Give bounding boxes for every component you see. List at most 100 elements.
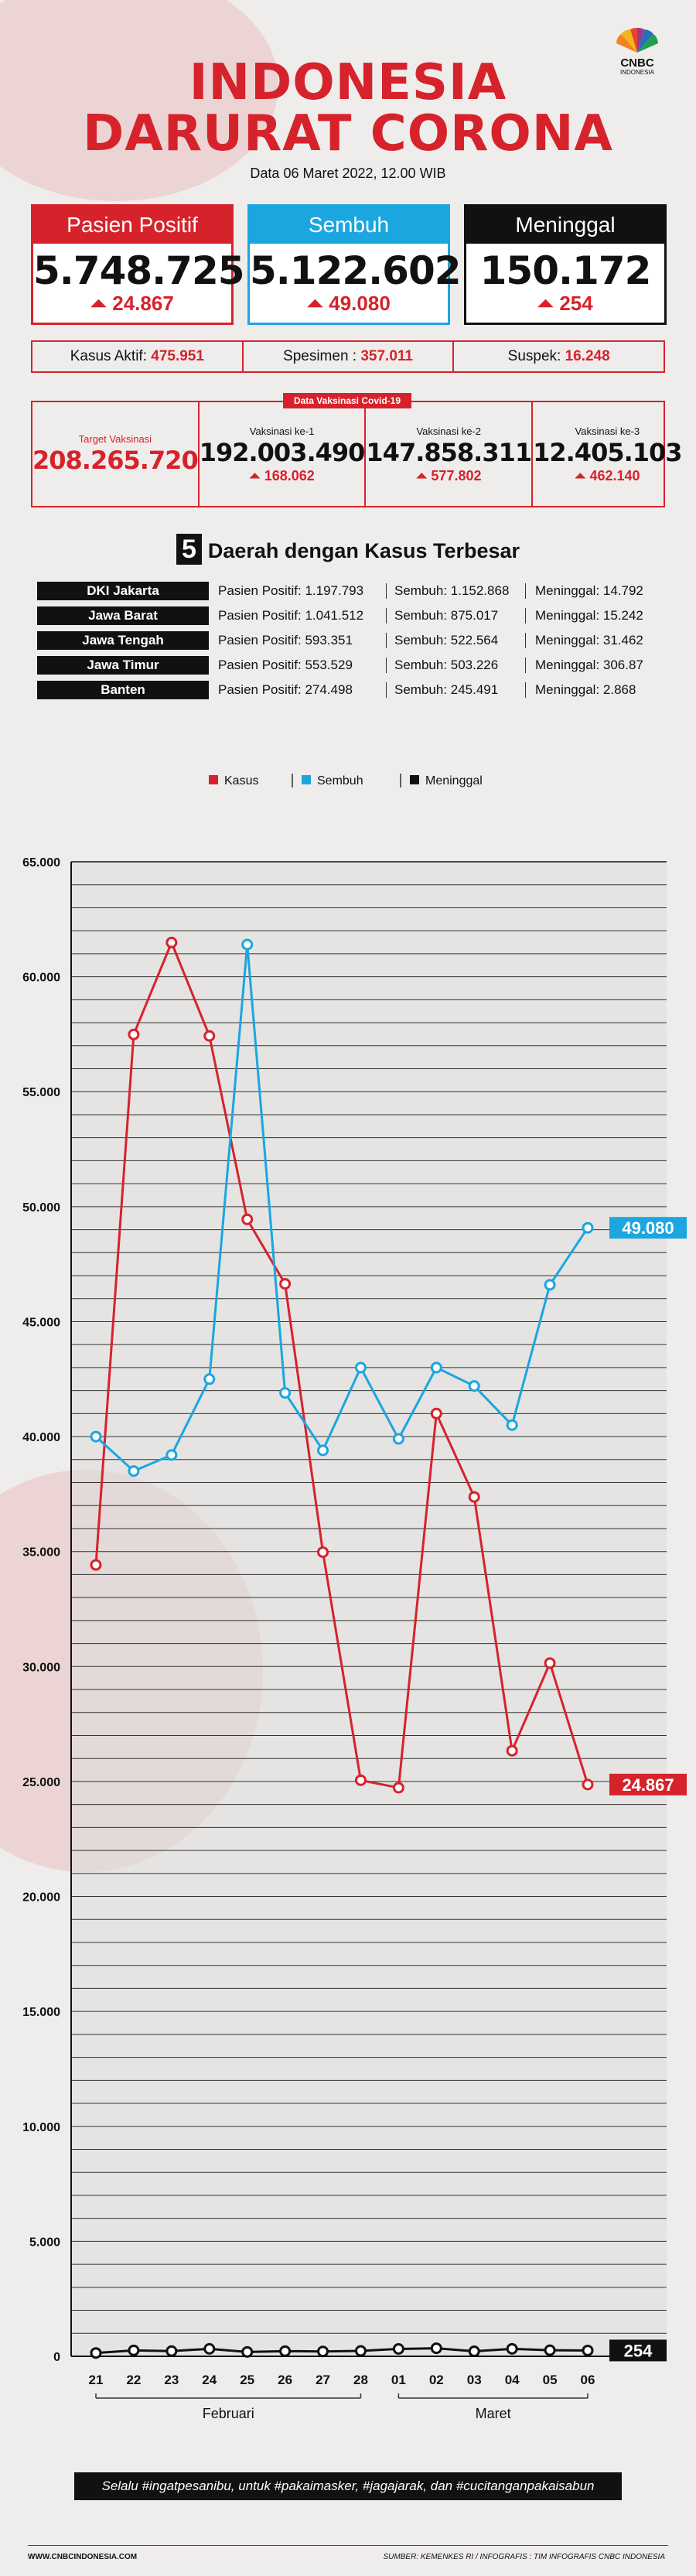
x-tick-label: 02	[429, 2373, 444, 2387]
plot-background	[71, 862, 667, 2356]
vax-dose2-value: 147.858.311	[366, 438, 532, 467]
vax-target-label: Target Vaksinasi	[78, 433, 152, 445]
region-positive: Pasien Positif: 1.197.793	[218, 583, 387, 599]
data-point	[430, 1361, 442, 1374]
data-point	[241, 938, 254, 951]
data-point	[203, 2342, 216, 2355]
data-point	[506, 1744, 518, 1757]
y-tick-label: 35.000	[22, 1546, 60, 1560]
card-recovered-delta: ⏶ 49.080	[250, 292, 448, 315]
data-point	[582, 1778, 594, 1791]
footer-slogan: Selalu #ingatpesanibu, untuk #pakaimaske…	[74, 2472, 622, 2500]
legend-swatch	[209, 775, 218, 784]
y-tick-label: 55.000	[22, 1086, 60, 1099]
card-positive: Pasien Positif 5.748.725 ⏶ 24.867	[31, 204, 245, 325]
data-point	[128, 1465, 140, 1478]
x-tick-label: 03	[467, 2373, 482, 2387]
month-label: Februari	[203, 2406, 254, 2421]
card-deaths-label: Meninggal	[466, 207, 664, 244]
footer-divider	[28, 2545, 668, 2546]
card-positive-label: Pasien Positif	[33, 207, 231, 244]
vax-dose3-value: 12.405.103	[533, 438, 682, 467]
end-value-box	[609, 1217, 687, 1239]
vax-target-value: 208.265.720	[32, 446, 199, 475]
vax-dose1-delta: ⏶ 168.062	[200, 468, 365, 484]
peacock-icon	[616, 27, 658, 53]
region-recovered: Sembuh: 503.226	[387, 658, 526, 673]
y-tick-label: 5.000	[29, 2236, 60, 2249]
table-row: Jawa Barat Pasien Positif: 1.041.512 Sem…	[37, 603, 664, 628]
x-tick-label: 24	[202, 2373, 217, 2387]
region-name: Jawa Tengah	[37, 631, 209, 650]
series-line	[94, 944, 589, 1473]
region-recovered: Sembuh: 1.152.868	[387, 583, 526, 599]
end-value-label: 49.080	[622, 1218, 674, 1238]
double-up-arrow-icon: ⏶	[537, 292, 554, 315]
y-tick-label: 45.000	[22, 1316, 60, 1329]
logo-subtext: INDONESIA	[619, 69, 654, 76]
data-point	[544, 1279, 556, 1291]
data-point	[392, 1782, 404, 1794]
stat-active-value: 475.951	[151, 348, 204, 364]
card-recovered-delta-value: 49.080	[329, 292, 391, 315]
card-deaths: Meninggal 150.172 ⏶ 254	[464, 204, 667, 325]
x-tick-label: 23	[164, 2373, 179, 2387]
data-point	[317, 1546, 329, 1558]
table-row: Banten Pasien Positif: 274.498 Sembuh: 2…	[37, 678, 664, 702]
vax-dose1-delta-value: 168.062	[264, 468, 315, 483]
region-deaths: Meninggal: 2.868	[535, 682, 636, 697]
data-point	[506, 1419, 518, 1431]
data-point	[90, 2347, 102, 2359]
legend-label: Meninggal	[425, 774, 483, 787]
x-tick-label: 27	[316, 2373, 330, 2387]
data-point	[544, 1657, 556, 1669]
data-point	[203, 1373, 216, 1385]
end-value-label: 254	[624, 2341, 653, 2360]
data-point	[241, 2345, 254, 2358]
vax-dose3: Vaksinasi ke-3 12.405.103 ⏶ 462.140	[533, 402, 682, 506]
y-tick-label: 30.000	[22, 1661, 60, 1674]
stat-suspect-value: 16.248	[565, 348, 610, 364]
footer-site: WWW.CNBCINDONESIA.COM	[28, 2553, 138, 2561]
data-point	[279, 1278, 292, 1290]
region-table: DKI Jakarta Pasien Positif: 1.197.793 Se…	[37, 579, 664, 702]
y-tick-label: 0	[53, 2351, 60, 2364]
x-tick-label: 22	[126, 2373, 141, 2387]
card-deaths-delta: ⏶ 254	[466, 292, 664, 315]
cnbc-logo: CNBC INDONESIA	[609, 27, 665, 76]
end-value-label: 24.867	[622, 1775, 674, 1795]
region-recovered: Sembuh: 245.491	[387, 682, 526, 698]
vax-dose3-delta-value: 462.140	[589, 468, 640, 483]
y-tick-label: 25.000	[22, 1776, 60, 1789]
region-deaths: Meninggal: 306.87	[535, 658, 643, 672]
data-point	[128, 2344, 140, 2356]
vax-dose2-label: Vaksinasi ke-2	[416, 425, 482, 437]
logo-text: CNBC	[620, 56, 654, 70]
x-tick-label: 25	[240, 2373, 254, 2387]
end-value-box	[609, 1773, 687, 1795]
x-tick-label: 21	[89, 2373, 104, 2387]
x-tick-label: 26	[278, 2373, 292, 2387]
vaccination-box: Target Vaksinasi 208.265.720 Vaksinasi k…	[31, 401, 683, 507]
vax-dose2-delta-value: 577.802	[431, 468, 482, 483]
region-deaths: Meninggal: 31.462	[535, 633, 643, 647]
data-point	[430, 1407, 442, 1420]
region-positive: Pasien Positif: 593.351	[218, 633, 387, 648]
vax-dose2-delta: ⏶ 577.802	[366, 468, 531, 484]
region-deaths: Meninggal: 14.792	[535, 583, 643, 598]
y-tick-label: 10.000	[22, 2121, 60, 2134]
top5-title: 5 Daerah dengan Kasus Terbesar	[0, 534, 696, 565]
y-tick-label: 15.000	[22, 2006, 60, 2019]
card-recovered: Sembuh 5.122.602 ⏶ 49.080	[247, 204, 462, 325]
region-positive: Pasien Positif: 553.529	[218, 658, 387, 673]
card-positive-delta-value: 24.867	[112, 292, 174, 315]
table-row: DKI Jakarta Pasien Positif: 1.197.793 Se…	[37, 579, 664, 603]
data-point	[317, 2345, 329, 2358]
x-tick-label: 06	[581, 2373, 595, 2387]
stat-active-label: Kasus Aktif:	[70, 348, 147, 364]
card-positive-value: 5.748.725	[33, 248, 245, 293]
y-tick-label: 65.000	[22, 856, 60, 869]
page-title-line2: DARURAT CORONA	[83, 105, 613, 162]
x-tick-label: 04	[505, 2373, 520, 2387]
data-date: Data 06 Maret 2022, 12.00 WIB	[250, 166, 446, 181]
